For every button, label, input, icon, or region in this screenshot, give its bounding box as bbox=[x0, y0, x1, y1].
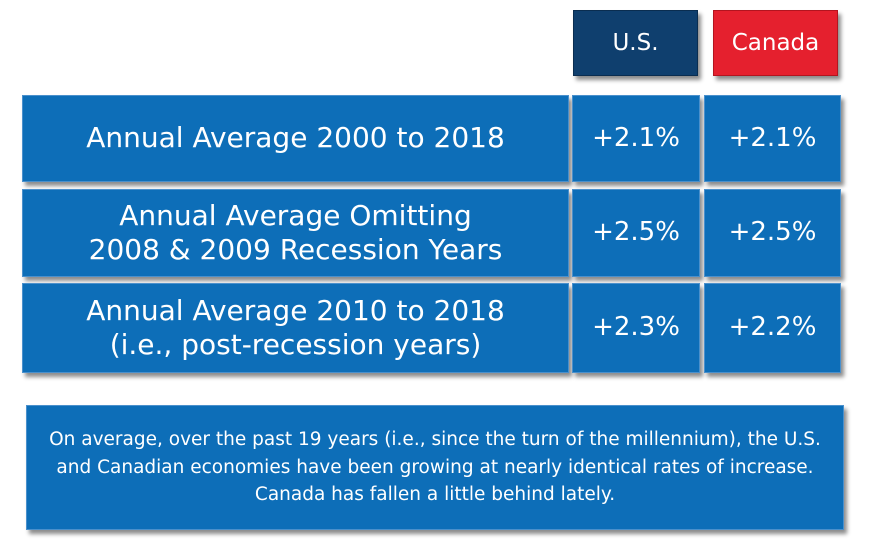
row-2-us-value: +2.5% bbox=[572, 189, 700, 277]
row-3-us-value: +2.3% bbox=[572, 283, 700, 373]
row-1-label: Annual Average 2000 to 2018 bbox=[22, 95, 569, 182]
column-header-us: U.S. bbox=[573, 10, 698, 76]
row-3-label: Annual Average 2010 to 2018 (i.e., post-… bbox=[22, 283, 569, 373]
column-header-canada: Canada bbox=[713, 10, 838, 76]
row-2-canada-value: +2.5% bbox=[704, 189, 841, 277]
row-1-canada-value: +2.1% bbox=[704, 95, 841, 182]
column-header-canada-label: Canada bbox=[731, 29, 820, 56]
summary-note: On average, over the past 19 years (i.e.… bbox=[26, 405, 844, 530]
row-2-label: Annual Average Omitting 2008 & 2009 Rece… bbox=[22, 189, 569, 277]
column-header-us-label: U.S. bbox=[612, 29, 659, 56]
row-1-us-value: +2.1% bbox=[572, 95, 700, 182]
row-3-canada-value: +2.2% bbox=[704, 283, 841, 373]
